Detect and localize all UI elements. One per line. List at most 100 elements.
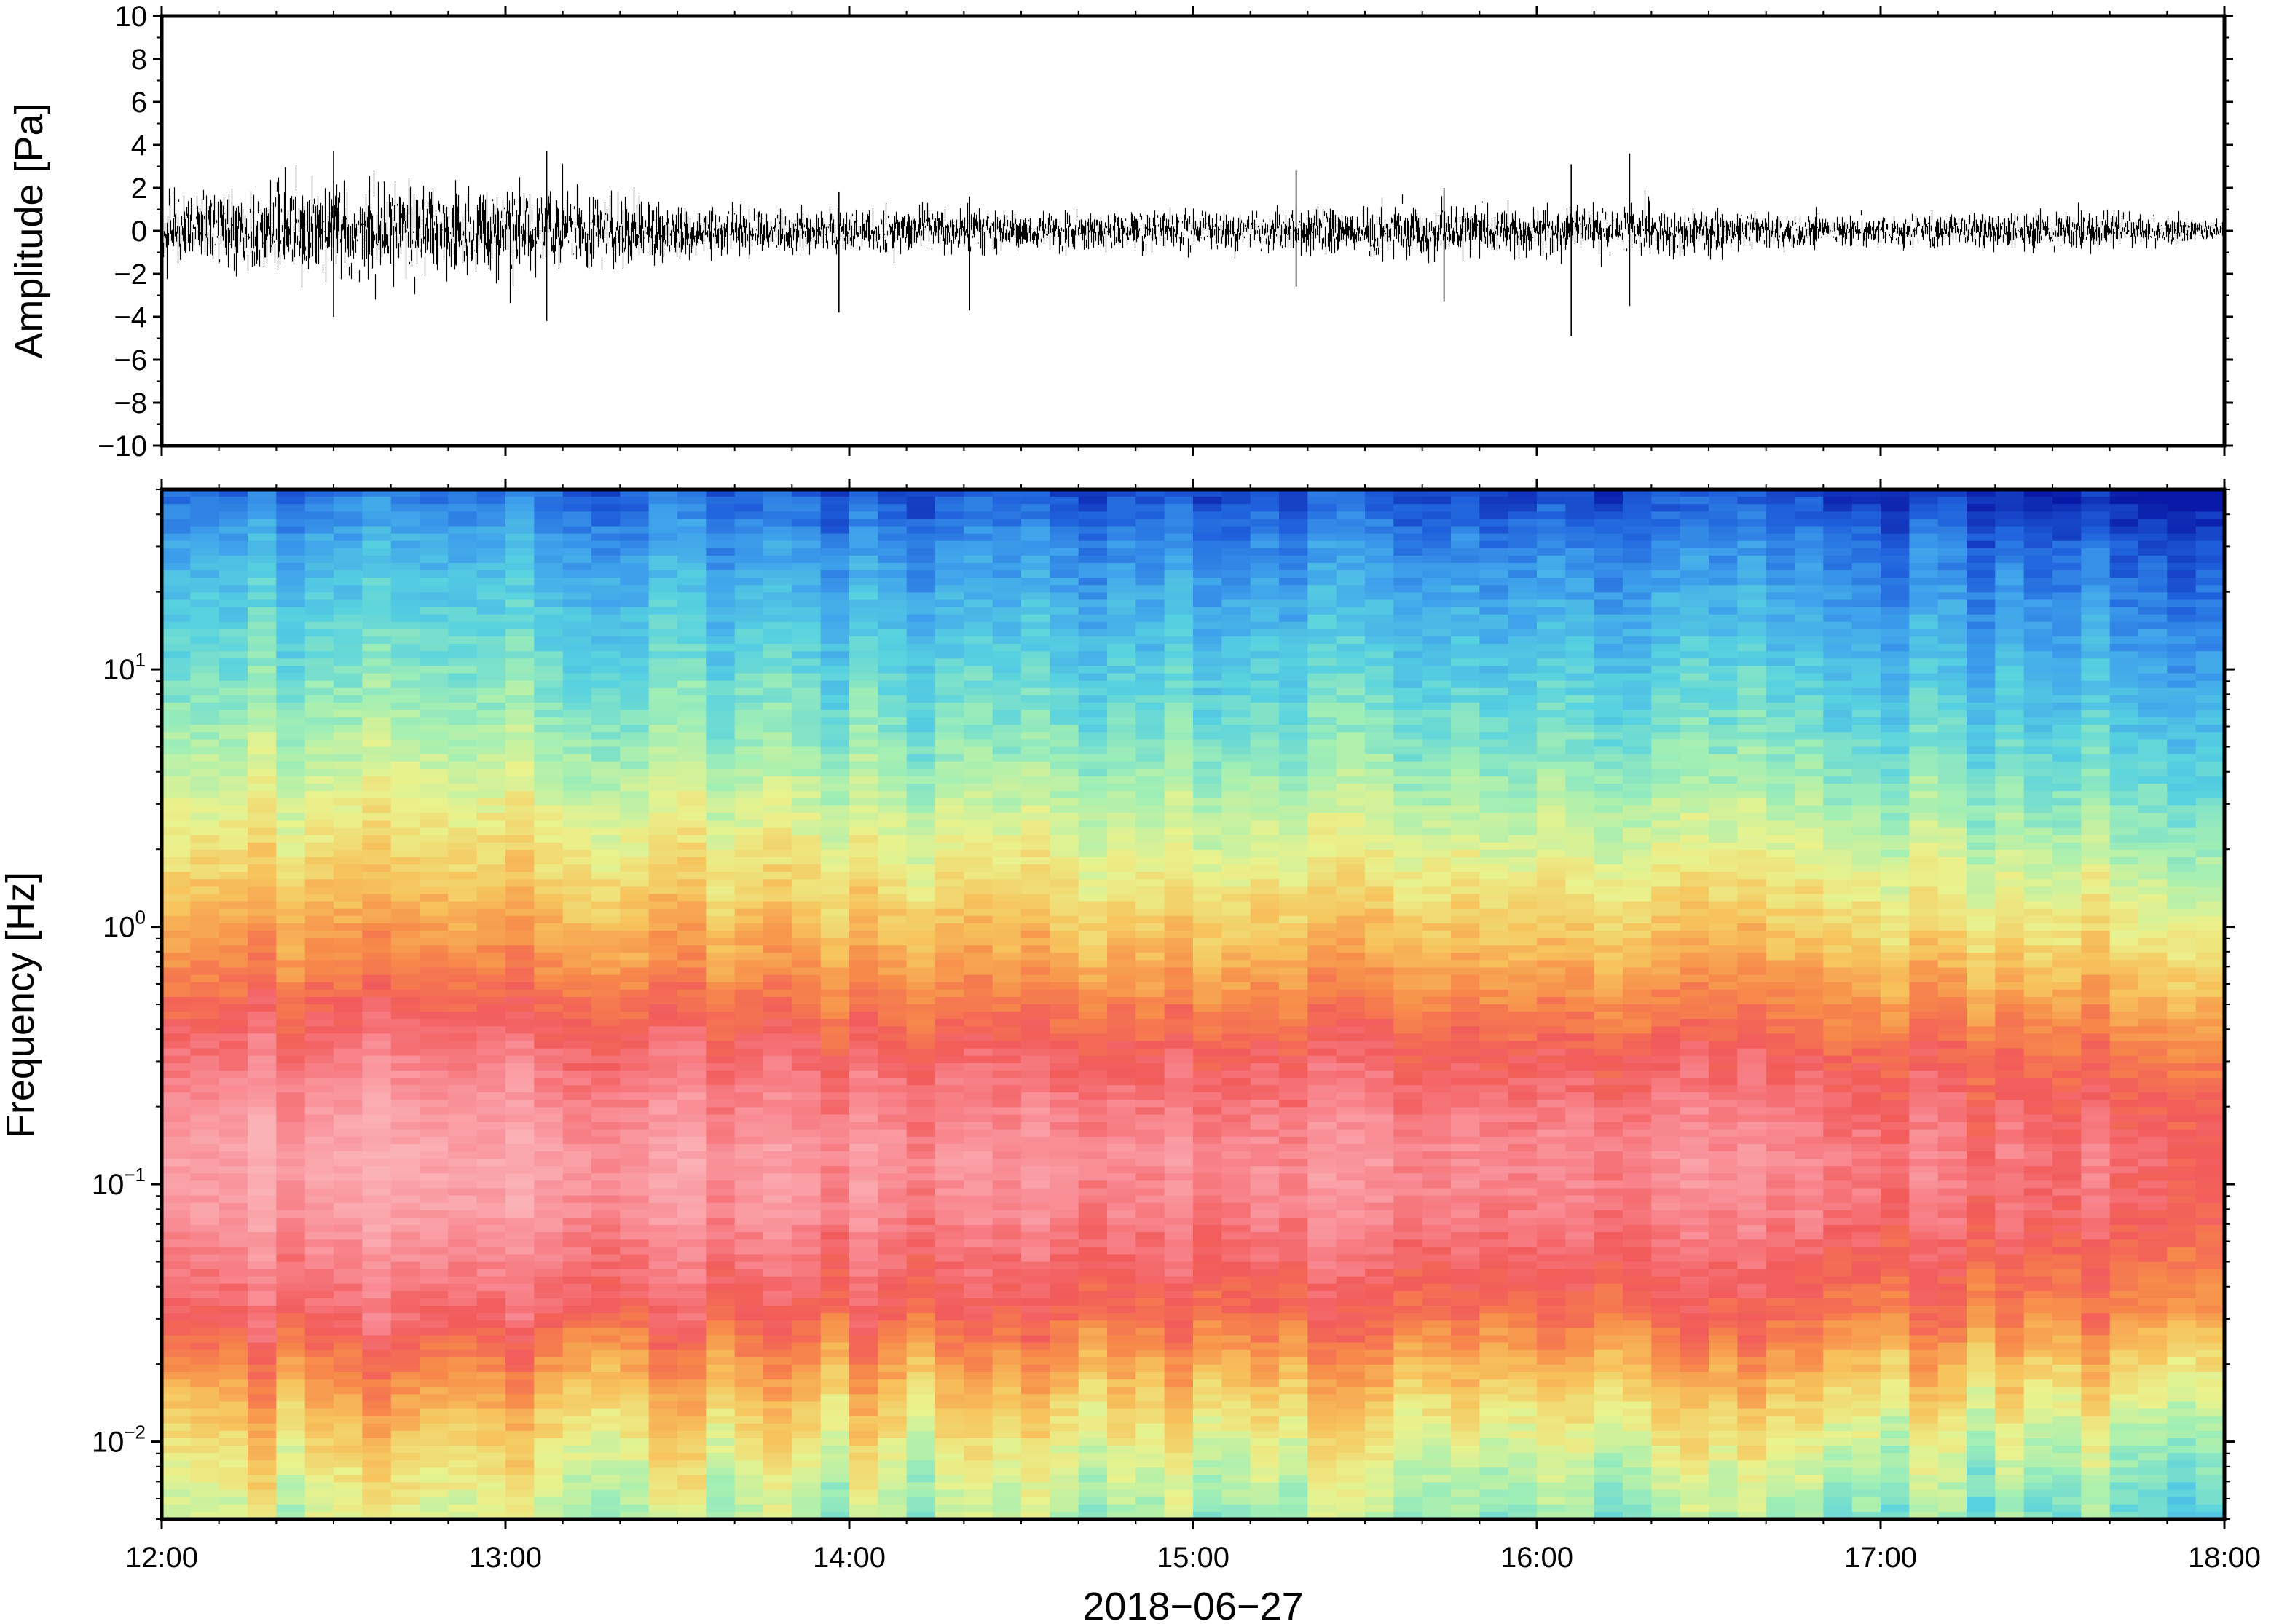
spectrogram-cell — [591, 710, 621, 718]
spectrogram-cell — [534, 894, 564, 902]
spectrogram-cell — [219, 607, 248, 615]
spectrogram-cell — [362, 1012, 392, 1020]
spectrogram-cell — [906, 540, 936, 549]
spectrogram-cell — [390, 1438, 420, 1446]
spectrogram-cell — [792, 1195, 822, 1204]
spectrogram-cell — [476, 710, 506, 718]
spectrogram-cell — [248, 849, 278, 858]
spectrogram-cell — [304, 791, 334, 799]
spectrogram-cell — [190, 849, 220, 858]
spectrogram-cell — [562, 960, 592, 969]
spectrogram-cell — [820, 864, 850, 872]
spectrogram-cell — [992, 680, 1022, 689]
spectrogram-cell — [620, 915, 650, 924]
spectrogram-cell — [390, 607, 420, 615]
spectrogram-cell — [849, 1269, 879, 1277]
spectrogram-cell — [505, 1276, 535, 1285]
spectrogram-cell — [219, 1298, 248, 1306]
spectrogram-cell — [677, 1276, 707, 1285]
spectrogram-cell — [820, 1166, 850, 1175]
spectrogram-cell — [906, 599, 936, 608]
spectrogram-cell — [878, 1504, 908, 1513]
spectrogram-cell — [878, 1423, 908, 1432]
spectrogram-cell — [219, 1100, 248, 1108]
spectrogram-cell — [219, 908, 248, 917]
spectrogram-cell — [219, 578, 248, 586]
spectrogram-cell — [248, 805, 278, 814]
spectrogram-cell — [334, 1012, 363, 1020]
spectrogram-cell — [677, 931, 707, 939]
spectrogram-cell — [906, 908, 936, 917]
spectrogram-cell — [562, 1122, 592, 1130]
spectrogram-cell — [190, 555, 220, 564]
spectrogram-cell — [1050, 1416, 1079, 1424]
spectrogram-cell — [734, 974, 764, 983]
spectrogram-cell — [334, 628, 363, 637]
spectrogram-cell — [476, 1092, 506, 1101]
spectrogram-cell — [334, 827, 363, 836]
spectrogram-cell — [1021, 754, 1051, 762]
spectrogram-cell — [1107, 1063, 1137, 1071]
spectrogram-cell — [820, 1320, 850, 1329]
spectrogram-cell — [591, 1070, 621, 1079]
spectrogram-cell — [992, 1430, 1022, 1439]
spectrogram-cell — [935, 1232, 965, 1240]
spectrogram-cell — [276, 1041, 306, 1049]
spectrogram-cell — [304, 651, 334, 660]
spectrogram-cell — [878, 1475, 908, 1483]
spectrogram-cell — [476, 1320, 506, 1329]
spectrogram-cell — [792, 1446, 822, 1454]
spectrogram-cell — [420, 1122, 449, 1130]
spectrogram-cell — [1136, 864, 1165, 872]
spectrogram-cell — [878, 1100, 908, 1108]
spectrogram-cell — [162, 974, 192, 983]
spectrogram-cell — [648, 1489, 678, 1498]
spectrogram-cell — [1050, 563, 1079, 571]
spectrogram-cell — [1021, 702, 1051, 711]
spectrogram-cell — [190, 1012, 220, 1020]
spectrogram-cell — [878, 953, 908, 961]
spectrogram-cell — [534, 1306, 564, 1314]
spectrogram-cell — [219, 1033, 248, 1042]
spectrogram-cell — [935, 533, 965, 542]
spectrogram-cell — [420, 820, 449, 829]
spectrogram-cell — [878, 849, 908, 858]
spectrogram-cell — [1136, 1151, 1165, 1159]
spectrogram-cell — [648, 695, 678, 703]
spectrogram-cell — [734, 1225, 764, 1233]
spectrogram-cell — [1107, 1004, 1137, 1012]
spectrogram-cell — [334, 1453, 363, 1461]
spectrogram-cell — [304, 540, 334, 549]
spectrogram-cell — [620, 1269, 650, 1277]
spectrogram-cell — [190, 1423, 220, 1432]
spectrogram-cell — [591, 1475, 621, 1483]
spectrogram-cell — [219, 746, 248, 755]
spectrogram-cell — [591, 1012, 621, 1020]
spectrogram-cell — [390, 857, 420, 865]
spectrogram-cell — [992, 901, 1022, 910]
spectrogram-cell — [734, 555, 764, 564]
waveform-y-axis-title: Amplitude [Pa] — [7, 103, 51, 358]
spectrogram-cell — [362, 607, 392, 615]
spectrogram-cell — [219, 938, 248, 946]
spectrogram-cell — [849, 1438, 879, 1446]
spectrogram-cell — [448, 1276, 478, 1285]
spectrogram-cell — [1021, 1100, 1051, 1108]
spectrogram-cell — [390, 1100, 420, 1108]
spectrogram-cell — [476, 717, 506, 725]
spectrogram-cell — [734, 931, 764, 939]
spectrogram-cell — [190, 1416, 220, 1424]
spectrogram-cell — [648, 658, 678, 667]
spectrogram-cell — [734, 1306, 764, 1314]
spectrogram-cell — [505, 1217, 535, 1226]
spectrogram-cell — [1136, 901, 1165, 910]
spectrogram-cell — [734, 1489, 764, 1498]
spectrogram-cell — [620, 1048, 650, 1057]
spectrogram-cell — [1107, 960, 1137, 969]
spectrogram-cell — [849, 710, 879, 718]
spectrogram-cell — [534, 1033, 564, 1042]
spectrogram-cell — [964, 864, 993, 872]
spectrogram-cell — [763, 1320, 793, 1329]
spectrogram-cell — [648, 519, 678, 527]
spectrogram-cell — [362, 1136, 392, 1145]
